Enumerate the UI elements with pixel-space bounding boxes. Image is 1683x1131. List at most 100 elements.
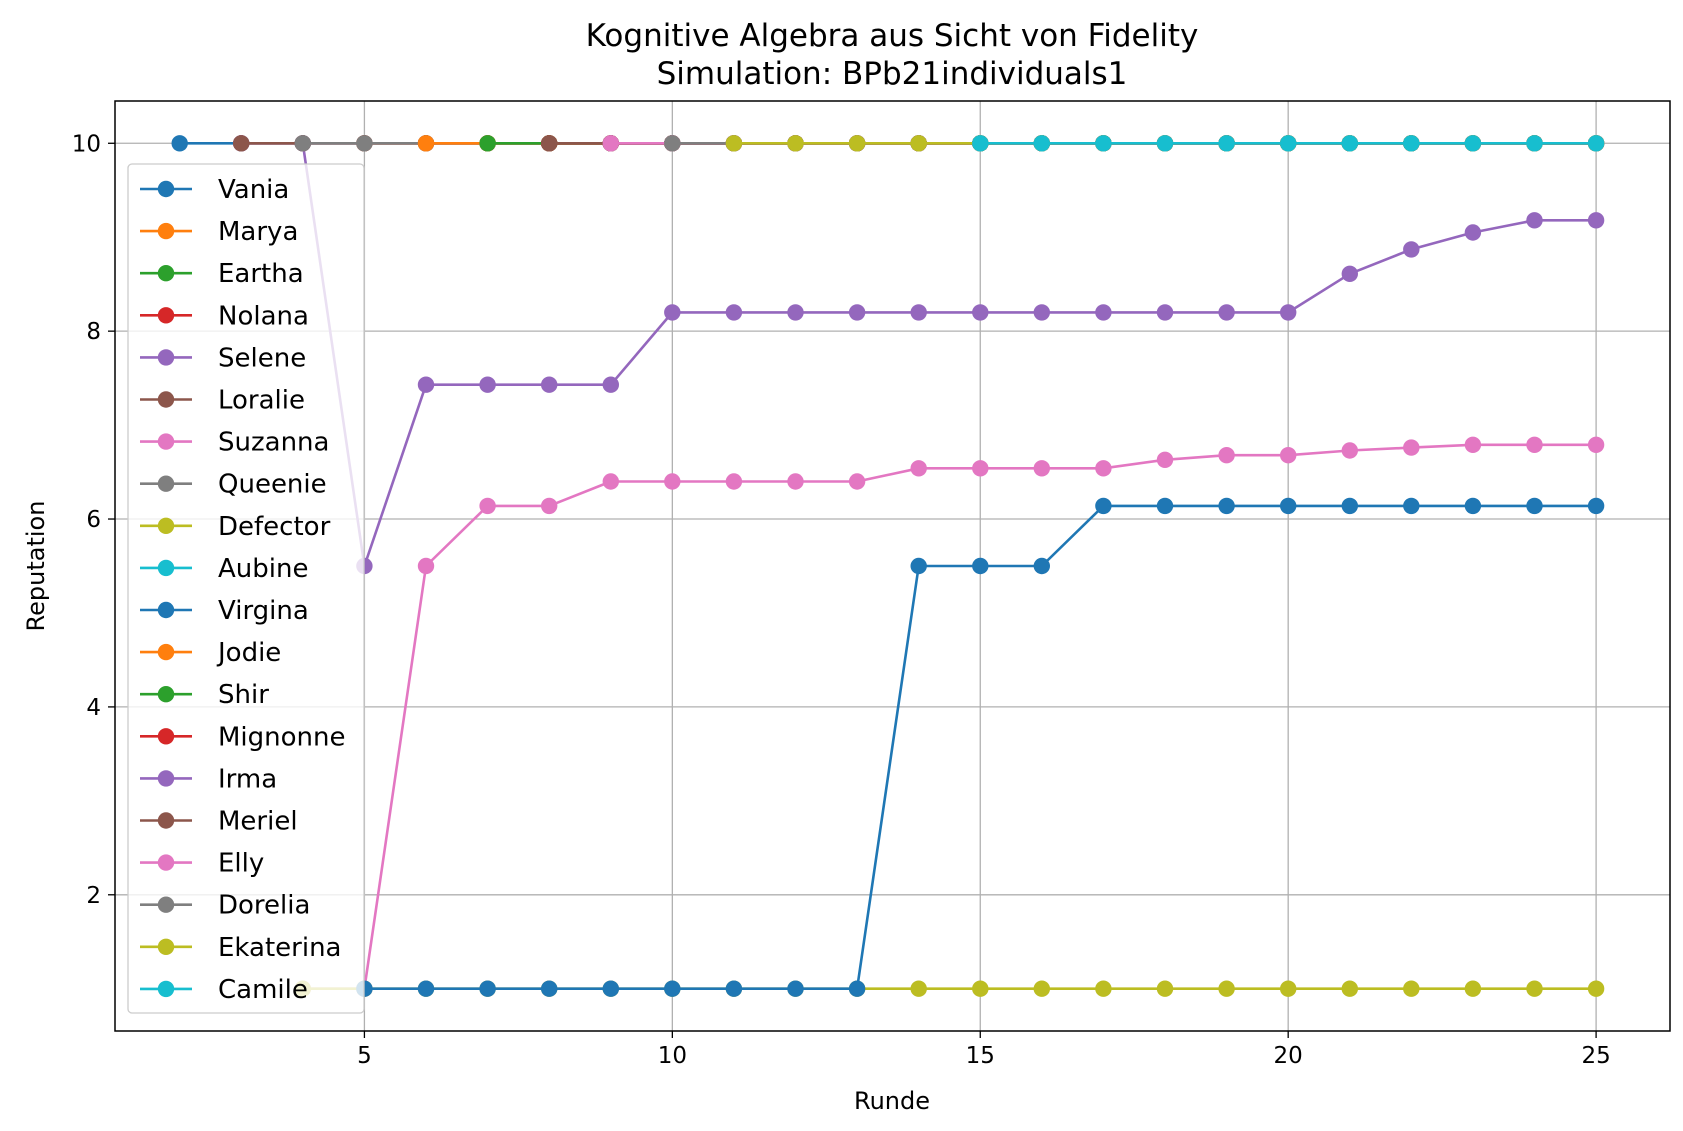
- data-point-suzanna: [479, 497, 496, 515]
- data-point-suzanna: [1033, 460, 1051, 477]
- data-point-selene: [479, 376, 496, 393]
- legend-label: Nolana: [218, 301, 309, 331]
- legend-label: Camile: [218, 975, 308, 1005]
- legend-swatch-marker: [157, 854, 175, 871]
- data-point-suzanna: [848, 473, 866, 490]
- data-point-selene: [1095, 304, 1112, 321]
- data-point-suzanna: [1218, 447, 1235, 464]
- data-point-virgina: [1280, 497, 1297, 515]
- data-point-selene: [1033, 304, 1051, 321]
- data-point-selene: [1464, 224, 1482, 241]
- data-point-camile: [1341, 135, 1359, 152]
- legend-item: Queenie: [140, 470, 327, 500]
- legend-item: Virgina: [140, 596, 309, 626]
- legend-item: Marya: [140, 217, 298, 247]
- legend-item: Irma: [140, 764, 277, 794]
- legend: Vania Marya Eartha Nolana Selene Loralie Suzan…: [127, 163, 365, 1014]
- data-point-suzanna: [910, 460, 927, 477]
- legend-swatch-marker: [157, 307, 175, 324]
- data-point-suzanna: [417, 557, 435, 575]
- legend-label: Selene: [218, 343, 306, 373]
- legend-item: Vania: [140, 175, 289, 205]
- legend-label: Irma: [218, 764, 277, 794]
- legend-swatch-marker: [157, 980, 175, 998]
- x-tick-label: 25: [1581, 1043, 1610, 1069]
- legend-label: Elly: [218, 849, 264, 879]
- y-axis-label: Reputation: [22, 501, 50, 632]
- data-point-defector: [1526, 980, 1543, 997]
- y-tick-label: 4: [86, 695, 101, 721]
- data-point-suzanna: [787, 473, 804, 490]
- data-point-elly: [602, 135, 619, 152]
- data-point-selene: [664, 304, 681, 321]
- legend-item: Meriel: [140, 807, 298, 837]
- data-point-virgina: [541, 980, 558, 997]
- data-point-selene: [1526, 212, 1543, 229]
- data-point-virgina: [1095, 497, 1112, 515]
- legend-item: Loralie: [140, 386, 305, 416]
- data-point-suzanna: [1280, 447, 1297, 464]
- data-point-queenie: [356, 135, 373, 152]
- data-point-selene: [541, 376, 558, 393]
- legend-swatch-marker: [157, 938, 175, 955]
- legend-item: Shir: [140, 680, 269, 710]
- legend-label: Queenie: [218, 470, 327, 500]
- series-virgina: [356, 497, 1605, 997]
- legend-swatch-marker: [157, 391, 175, 408]
- data-point-ekaterina: [725, 135, 743, 152]
- legend-label: Suzanna: [218, 428, 329, 458]
- data-point-camile: [1218, 135, 1235, 152]
- data-point-defector: [1033, 980, 1051, 997]
- legend-swatch-marker: [157, 222, 175, 240]
- legend-label: Mignonne: [218, 722, 346, 752]
- legend-swatch-marker: [157, 475, 175, 492]
- data-point-virgina: [479, 980, 496, 997]
- data-point-defector: [1218, 980, 1235, 997]
- legend-item: Nolana: [140, 301, 309, 331]
- y-tick-label: 8: [86, 319, 101, 345]
- data-point-loralie: [233, 135, 250, 152]
- data-point-selene: [1218, 304, 1235, 321]
- legend-item: Aubine: [140, 554, 308, 584]
- data-point-suzanna: [541, 497, 558, 515]
- legend-item: Mignonne: [140, 722, 346, 752]
- data-point-defector: [972, 980, 989, 997]
- data-point-virgina: [1464, 497, 1482, 515]
- data-point-suzanna: [1526, 436, 1543, 453]
- data-point-virgina: [1341, 497, 1359, 515]
- data-point-vania: [171, 135, 188, 152]
- legend-swatch-marker: [157, 433, 175, 450]
- data-point-camile: [1280, 135, 1297, 152]
- data-point-defector: [1095, 980, 1112, 997]
- data-point-camile: [972, 135, 989, 152]
- data-point-camile: [1156, 135, 1174, 152]
- data-point-suzanna: [725, 473, 743, 490]
- legend-item: Elly: [140, 849, 264, 879]
- data-point-selene: [1156, 304, 1174, 321]
- legend-label: Vania: [218, 175, 289, 205]
- y-tick-label: 2: [86, 883, 101, 909]
- data-point-camile: [1403, 135, 1420, 152]
- data-point-virgina: [972, 557, 989, 575]
- legend-label: Dorelia: [218, 891, 310, 921]
- legend-item: Jodie: [140, 638, 281, 668]
- data-point-selene: [602, 376, 619, 393]
- data-point-defector: [1587, 980, 1605, 997]
- x-tick-label: 10: [658, 1043, 687, 1069]
- data-point-virgina: [725, 980, 743, 997]
- legend-swatch-marker: [157, 559, 175, 577]
- legend-swatch-marker: [157, 728, 175, 745]
- data-point-virgina: [787, 980, 804, 997]
- data-point-suzanna: [1587, 436, 1605, 453]
- data-point-camile: [1095, 135, 1112, 152]
- data-point-suzanna: [1095, 460, 1112, 477]
- legend-item: Ekaterina: [140, 933, 341, 963]
- data-point-defector: [1341, 980, 1359, 997]
- legend-item: Eartha: [140, 259, 304, 289]
- legend-swatch-marker: [157, 517, 175, 534]
- legend-label: Ekaterina: [218, 933, 341, 963]
- legend-label: Shir: [218, 680, 269, 710]
- data-point-camile: [1526, 135, 1543, 152]
- data-point-selene: [848, 304, 866, 321]
- data-point-virgina: [1218, 497, 1235, 515]
